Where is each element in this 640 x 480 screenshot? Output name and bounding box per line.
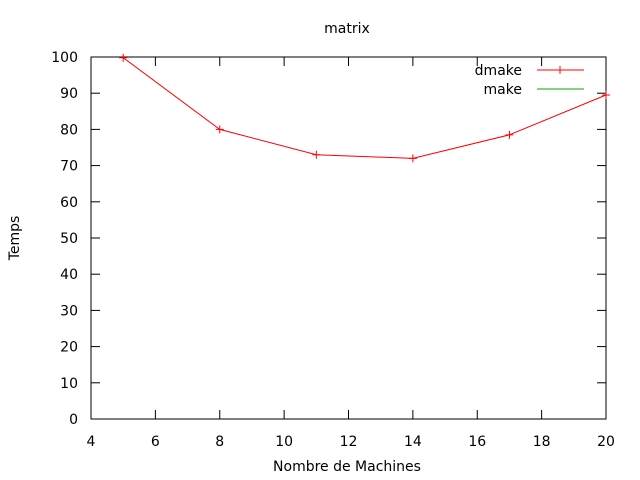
x-tick-label: 18 — [533, 434, 551, 450]
y-tick-label: 80 — [60, 122, 78, 138]
data-point-dmake — [215, 125, 224, 134]
data-point-dmake — [505, 130, 514, 139]
x-tick-label: 6 — [151, 434, 160, 450]
chart-title: matrix — [324, 21, 370, 37]
x-tick-label: 20 — [597, 434, 615, 450]
y-tick-label: 100 — [51, 50, 78, 66]
y-tick-label: 0 — [69, 412, 78, 428]
legend: dmake make — [475, 63, 584, 98]
data-point-dmake — [408, 154, 417, 163]
x-tick-label: 10 — [275, 434, 293, 450]
y-tick-label: 30 — [60, 303, 78, 319]
x-axis-label: Nombre de Machines — [273, 459, 421, 475]
series-line-dmake — [122, 57, 607, 159]
plot-frame — [90, 56, 607, 420]
y-axis-label: Temps — [7, 216, 23, 262]
x-tick-label: 12 — [340, 434, 358, 450]
data-point-dmake — [312, 150, 321, 159]
legend-marker-dmake — [556, 66, 564, 74]
x-axis: 4 6 8 10 12 14 16 18 20 — [87, 57, 615, 450]
y-tick-label: 20 — [60, 340, 78, 356]
y-tick-label: 90 — [60, 86, 78, 102]
x-tick-label: 16 — [468, 434, 486, 450]
data-point-dmake — [119, 53, 128, 62]
series-layer — [119, 53, 610, 163]
y-tick-label: 10 — [60, 376, 78, 392]
y-tick-label: 60 — [60, 195, 78, 211]
y-tick-label: 40 — [60, 267, 78, 283]
x-tick-label: 14 — [404, 434, 422, 450]
legend-label: dmake — [475, 63, 522, 79]
legend-label: make — [484, 82, 522, 98]
data-point-dmake — [602, 91, 610, 100]
y-tick-label: 70 — [60, 159, 78, 175]
y-tick-label: 50 — [60, 231, 78, 247]
y-axis: 0 10 20 30 40 50 60 70 80 90 100 — [51, 50, 606, 428]
x-tick-label: 4 — [87, 434, 96, 450]
x-tick-label: 8 — [215, 434, 224, 450]
